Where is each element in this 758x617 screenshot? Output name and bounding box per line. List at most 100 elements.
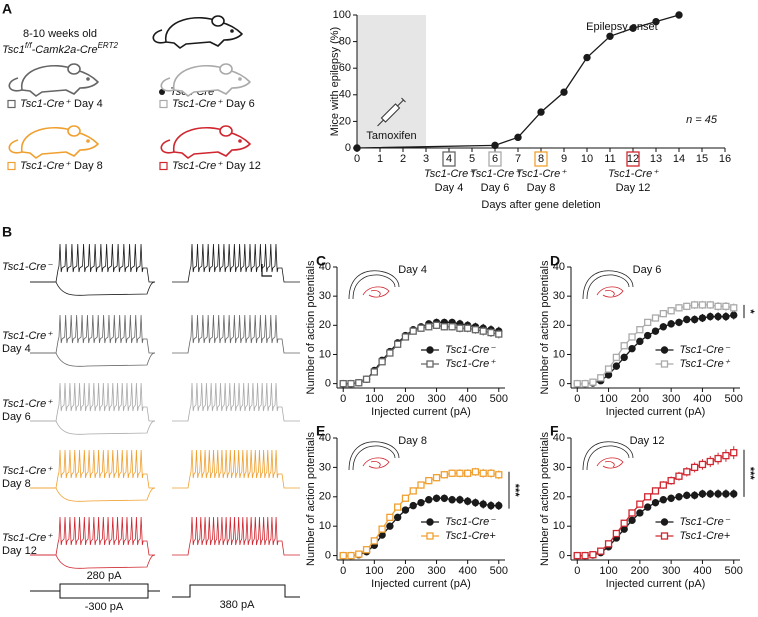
mouse-icon bbox=[152, 15, 243, 49]
group-marker bbox=[7, 161, 16, 171]
x-tick-label: 10 bbox=[581, 153, 593, 165]
data-point bbox=[628, 344, 636, 353]
x-axis-label: Injected current (pA) bbox=[606, 578, 706, 590]
brain-outline bbox=[348, 441, 400, 471]
scale-bar bbox=[261, 264, 272, 277]
data-point bbox=[573, 551, 581, 560]
data-point bbox=[378, 358, 386, 366]
data-point bbox=[636, 337, 644, 346]
y-tick-label: 40 bbox=[339, 89, 351, 101]
data-point bbox=[675, 493, 683, 501]
data-point bbox=[690, 463, 699, 472]
mouse-icon bbox=[160, 125, 251, 159]
data-point bbox=[417, 324, 425, 332]
data-point bbox=[722, 490, 730, 498]
mouse-tail bbox=[8, 77, 23, 92]
data-point bbox=[597, 547, 605, 555]
data-point bbox=[660, 532, 669, 540]
data-point bbox=[651, 327, 660, 335]
brain-outline bbox=[348, 270, 400, 300]
x-tick-label: 400 bbox=[458, 393, 476, 405]
data-point bbox=[660, 360, 669, 368]
spike-trace bbox=[172, 516, 300, 556]
legend-label: Tsc1-Cre⁺ bbox=[680, 358, 731, 370]
x-tick-label: 200 bbox=[631, 393, 649, 405]
x-tick-label: 9 bbox=[561, 153, 567, 165]
data-point bbox=[393, 513, 402, 522]
data-point bbox=[370, 368, 378, 376]
data-point bbox=[471, 498, 480, 507]
data-point bbox=[339, 551, 347, 560]
data-point bbox=[386, 522, 394, 530]
y-tick-label: 10 bbox=[319, 520, 331, 532]
day-label: Tsc1-Cre⁺ bbox=[516, 168, 567, 180]
data-point bbox=[514, 133, 522, 142]
legend-label: Tsc1-Cre⁻ bbox=[445, 516, 496, 528]
group-label: Tsc1-Cre⁺ Day 12 bbox=[172, 160, 261, 172]
hippocampus bbox=[596, 457, 624, 469]
brain-outline bbox=[586, 274, 630, 300]
y-tick-label: 20 bbox=[553, 319, 565, 331]
panel-label: C bbox=[316, 253, 326, 269]
data-point bbox=[487, 469, 495, 477]
mouse-ear bbox=[67, 125, 81, 137]
brain-outline bbox=[352, 274, 396, 300]
data-point bbox=[589, 378, 597, 386]
data-point bbox=[471, 468, 480, 476]
y-tick-label: 0 bbox=[345, 142, 351, 154]
data-point bbox=[698, 460, 707, 469]
x-tick-label: 14 bbox=[673, 153, 685, 165]
legend-label: Tsc1-Cre+ bbox=[445, 530, 496, 542]
trace-label: Day 12 bbox=[2, 545, 37, 557]
x-axis-label: Injected current (pA) bbox=[371, 578, 471, 590]
spike-trace bbox=[30, 314, 155, 354]
trace-label: Tsc1-Cre⁻ bbox=[2, 261, 53, 273]
spike-trace bbox=[172, 314, 300, 354]
spike-trace bbox=[30, 449, 155, 489]
data-point bbox=[698, 314, 707, 322]
data-point bbox=[659, 310, 667, 318]
y-tick-label: 30 bbox=[553, 461, 565, 473]
group-day: Day 12 bbox=[226, 160, 261, 172]
data-point bbox=[386, 349, 394, 357]
y-axis-label: Number of action potentials bbox=[305, 260, 317, 394]
data-point bbox=[425, 323, 433, 331]
data-point bbox=[722, 451, 730, 460]
data-point bbox=[426, 360, 434, 368]
significance-label: *** bbox=[509, 484, 521, 498]
y-tick-label: 0 bbox=[325, 549, 331, 561]
brain-outline bbox=[582, 441, 634, 471]
data-point bbox=[730, 490, 738, 498]
x-axis-label: Injected current (pA) bbox=[606, 406, 706, 418]
data-point bbox=[714, 454, 722, 463]
genotype-part: -Camk2a-Cre bbox=[32, 44, 98, 56]
data-point bbox=[652, 17, 660, 26]
x-tick-label: 500 bbox=[725, 565, 743, 577]
mouse-ear bbox=[67, 63, 81, 75]
data-point bbox=[604, 365, 613, 373]
data-point bbox=[495, 330, 503, 338]
day-label: Tsc1-Cre⁺ bbox=[424, 168, 475, 180]
mouse-body bbox=[173, 126, 251, 159]
group-label: Tsc1-Cre⁺ Day 6 bbox=[172, 98, 255, 110]
significance-label: * bbox=[744, 309, 756, 314]
y-tick-label: 10 bbox=[319, 348, 331, 360]
data-point bbox=[629, 24, 637, 32]
data-point bbox=[651, 314, 660, 322]
data-point bbox=[487, 328, 495, 337]
data-point bbox=[464, 324, 472, 332]
data-point bbox=[370, 537, 378, 545]
data-point bbox=[355, 550, 363, 558]
trace-label: Day 8 bbox=[2, 478, 31, 490]
group-label: Tsc1-Cre⁺ Day 8 bbox=[20, 160, 103, 172]
significance-label: *** bbox=[744, 467, 756, 481]
x-tick-label: 300 bbox=[427, 393, 445, 405]
hippocampus bbox=[596, 286, 624, 298]
data-point bbox=[495, 501, 503, 510]
data-point bbox=[667, 476, 675, 485]
x-tick-label: 100 bbox=[365, 393, 383, 405]
day-box bbox=[626, 151, 640, 167]
day-label: Tsc1-Cre⁺ bbox=[608, 168, 659, 180]
data-point bbox=[675, 304, 683, 312]
data-point bbox=[597, 374, 605, 382]
